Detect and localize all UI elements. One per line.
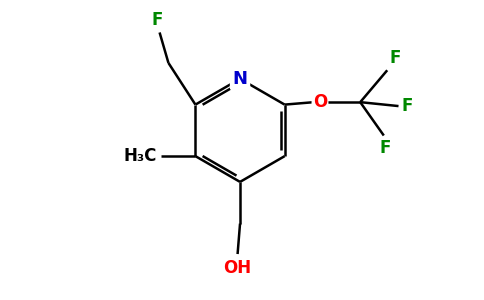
Text: N: N: [232, 70, 247, 88]
Text: H₃C: H₃C: [124, 147, 157, 165]
Text: OH: OH: [224, 259, 252, 277]
Text: F: F: [151, 11, 163, 28]
Text: F: F: [390, 49, 401, 67]
Text: O: O: [313, 93, 327, 111]
Text: F: F: [402, 97, 413, 115]
Text: F: F: [379, 140, 391, 158]
